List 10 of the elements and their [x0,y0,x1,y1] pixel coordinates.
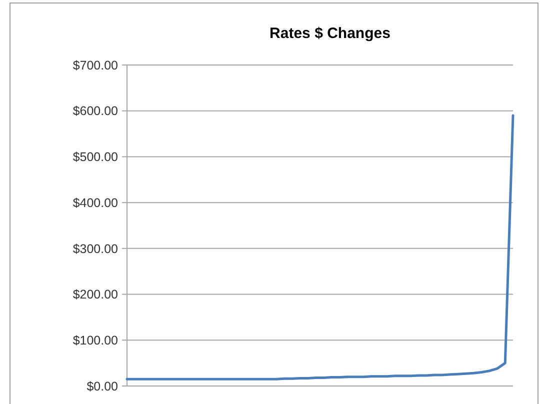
y-tick-label: $600.00 [72,104,118,118]
y-tick-label: $400.00 [72,196,118,210]
y-tick-label: $0.00 [86,379,118,394]
y-tick-label: $300.00 [72,242,118,256]
y-tick-label: $500.00 [72,150,118,164]
y-tick-label: $100.00 [72,334,118,348]
chart-title: Rates $ Changes [270,25,390,42]
y-tick-label: $200.00 [72,288,118,302]
y-tick-label: $700.00 [72,58,118,72]
line-series [126,114,514,380]
